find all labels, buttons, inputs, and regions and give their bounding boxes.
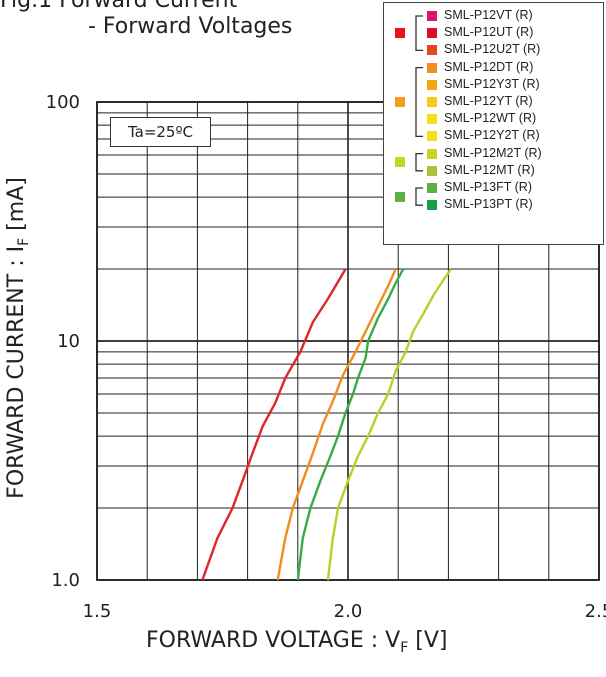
x-axis-label: FORWARD VOLTAGE : VF [V] bbox=[146, 628, 447, 656]
legend-entry: SML-P12VT (R) bbox=[444, 8, 533, 22]
legend-swatch bbox=[427, 183, 437, 193]
legend-entry: SML-P12M2T (R) bbox=[444, 145, 542, 160]
legend-group-swatch bbox=[395, 97, 405, 107]
legend-swatch bbox=[427, 97, 437, 107]
legend-group-swatch bbox=[395, 191, 405, 202]
x-tick-label: 1.5 bbox=[83, 601, 112, 622]
chart-subtitle: - Forward Voltages bbox=[88, 14, 293, 39]
series-line-3 bbox=[296, 268, 405, 581]
legend-swatch bbox=[427, 28, 437, 39]
legend-entry: SML-P12YT (R) bbox=[444, 94, 533, 108]
y-tick-label: 1.0 bbox=[51, 570, 80, 591]
temperature-annotation: Ta=25ºC bbox=[110, 117, 211, 147]
legend-entry: SML-P12WT (R) bbox=[444, 111, 537, 126]
legend-entry: SML-P12Y3T (R) bbox=[444, 76, 540, 91]
legend-swatch bbox=[427, 11, 437, 21]
legend-entry: SML-P12Y2T (R) bbox=[444, 128, 540, 143]
legend-swatch bbox=[427, 62, 437, 73]
y-axis-label-unit: [mA] bbox=[4, 177, 29, 231]
y-tick-label: 100 bbox=[46, 92, 80, 113]
legend-entry: SML-P13FT (R) bbox=[444, 180, 532, 194]
series-line-2 bbox=[276, 268, 397, 581]
legend-entry: SML-P12MT (R) bbox=[444, 162, 535, 177]
chart-title: Fig.1 Forward Current bbox=[0, 0, 238, 13]
legend-entry: SML-P12UT (R) bbox=[444, 25, 534, 40]
x-tick-label: 2.5 bbox=[585, 601, 606, 622]
y-axis-label-main: FORWARD CURRENT : I bbox=[4, 245, 29, 499]
legend-swatch bbox=[427, 114, 437, 125]
x-axis-label-sub: F bbox=[400, 640, 409, 656]
legend-swatch bbox=[427, 79, 437, 90]
series-lines bbox=[201, 268, 452, 581]
y-axis-label-sub: F bbox=[16, 237, 32, 246]
legend-group-swatch bbox=[395, 157, 405, 168]
x-axis-label-main: FORWARD VOLTAGE : V bbox=[146, 628, 401, 653]
legend-entry: SML-P12DT (R) bbox=[444, 59, 534, 74]
legend-swatch bbox=[427, 200, 437, 211]
legend-swatch bbox=[427, 131, 437, 142]
legend-swatch bbox=[427, 148, 437, 159]
series-line-1 bbox=[201, 268, 347, 581]
x-axis-label-unit: [V] bbox=[415, 628, 448, 653]
y-tick-label: 10 bbox=[57, 331, 80, 352]
tick-labels: 1.5 2.0 2.5 1.0 10 100 bbox=[46, 92, 606, 622]
series-line-4 bbox=[326, 268, 452, 581]
legend-entry: SML-P13PT (R) bbox=[444, 197, 533, 212]
plot-frame bbox=[96, 101, 600, 581]
legend-entry: SML-P12U2T (R) bbox=[444, 42, 541, 57]
y-axis-label: FORWARD CURRENT : IF [mA] bbox=[4, 177, 32, 499]
legend-swatch bbox=[427, 45, 437, 56]
legend-group-swatch bbox=[395, 28, 405, 39]
x-tick-label: 2.0 bbox=[334, 601, 363, 622]
legend-swatch bbox=[427, 165, 437, 176]
